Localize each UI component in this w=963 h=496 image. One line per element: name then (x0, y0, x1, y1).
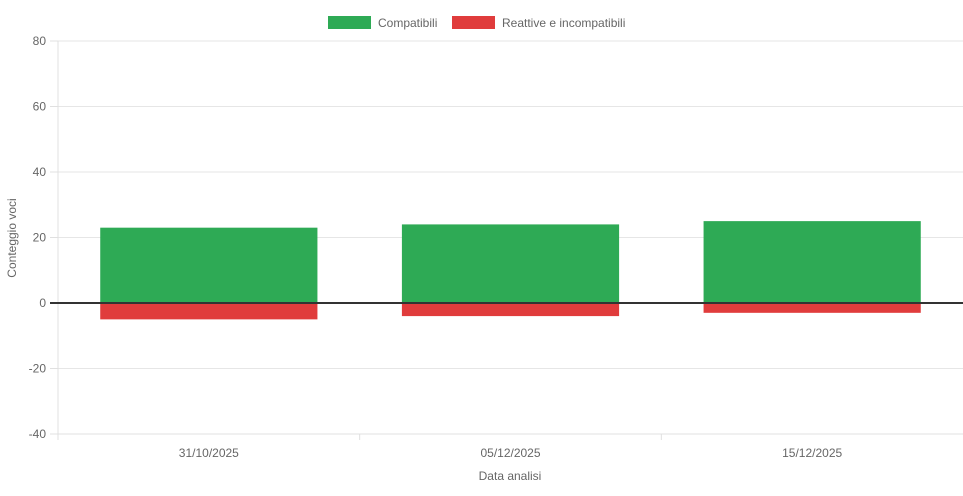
legend: Compatibili Reattive e incompatibili (328, 16, 625, 30)
y-tick-label: -20 (29, 362, 47, 376)
bar-reattive[interactable] (100, 303, 318, 320)
y-tick-label: 60 (33, 100, 47, 114)
bars (100, 221, 921, 320)
x-tick-label: 15/12/2025 (782, 446, 842, 460)
y-tick-label: -40 (29, 427, 47, 441)
bar-compatibili[interactable] (703, 221, 921, 303)
legend-swatch-compatibili (328, 16, 371, 29)
y-tick-labels: 80 60 40 20 0 -20 -40 (29, 34, 47, 441)
axes (50, 41, 963, 435)
legend-item-reattive[interactable]: Reattive e incompatibili (452, 16, 625, 30)
y-tick-label: 40 (33, 165, 47, 179)
bar-reattive[interactable] (401, 303, 620, 317)
y-tick-label: 0 (39, 296, 46, 310)
x-tick-label: 31/10/2025 (179, 446, 239, 460)
legend-label-reattive: Reattive e incompatibili (502, 16, 625, 30)
x-tick-label: 05/12/2025 (480, 446, 540, 460)
legend-label-compatibili: Compatibili (378, 16, 437, 30)
x-tick-labels: 31/10/2025 05/12/2025 15/12/2025 (57, 434, 843, 460)
x-axis-label: Data analisi (479, 469, 542, 483)
y-axis-label: Conteggio voci (5, 198, 19, 277)
bar-compatibili[interactable] (100, 227, 318, 303)
bar-compatibili[interactable] (401, 224, 620, 303)
bar-reattive[interactable] (703, 303, 921, 313)
legend-swatch-reattive (452, 16, 495, 29)
y-tick-label: 80 (33, 34, 47, 48)
legend-item-compatibili[interactable]: Compatibili (328, 16, 437, 30)
y-tick-label: 20 (33, 231, 47, 245)
